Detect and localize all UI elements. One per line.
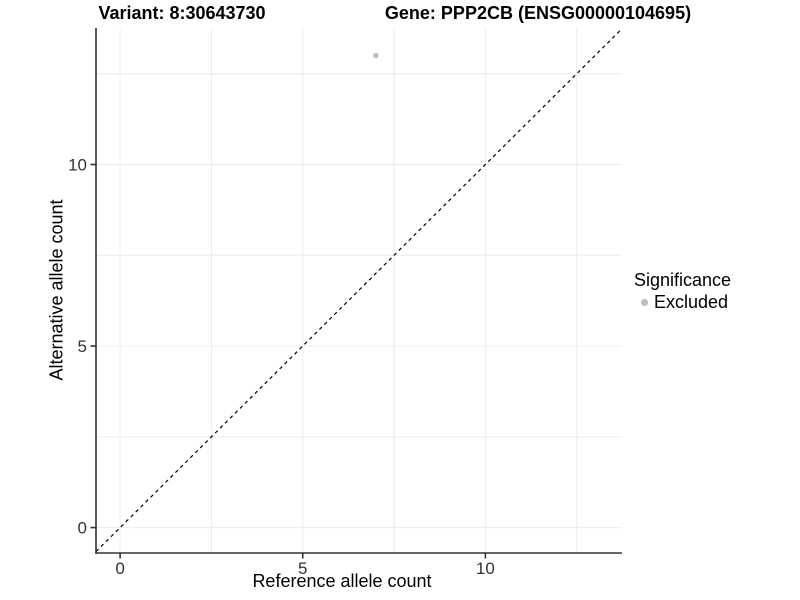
x-tick-label: 5 [298, 559, 307, 578]
y-axis-title: Alternative allele count [46, 199, 67, 381]
legend-title: Significance [634, 270, 732, 290]
data-point [373, 52, 379, 59]
y-tick-label: 0 [78, 519, 87, 538]
plot-title-gene: Gene: PPP2CB (ENSG00000104695) [384, 3, 692, 23]
y-tick-label: 10 [68, 156, 87, 175]
legend-key-point-icon [641, 299, 648, 306]
plot-title-variant: Variant: 8:30643730 [98, 3, 266, 23]
x-axis-title: Reference allele count [252, 571, 432, 591]
y-tick-label: 5 [78, 337, 87, 356]
x-tick-label: 10 [476, 559, 495, 578]
identity-reference-line [95, 28, 623, 552]
legend-item-label: Excluded [654, 292, 729, 312]
legend: Significance Excluded [634, 270, 731, 313]
legend-item-excluded: Excluded [634, 292, 731, 313]
x-tick-label: 0 [115, 559, 124, 578]
